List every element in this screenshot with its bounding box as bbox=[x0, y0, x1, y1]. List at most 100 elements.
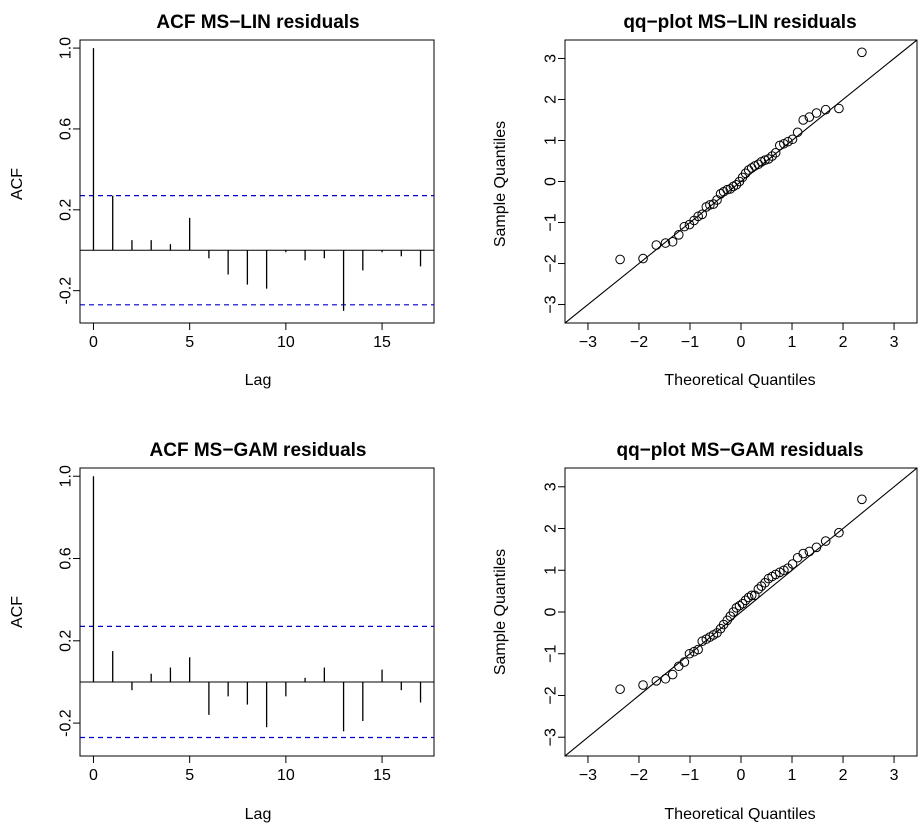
y-tick-label: -0.2 bbox=[58, 709, 75, 737]
x-tick-label: 10 bbox=[277, 767, 295, 784]
qq-point bbox=[798, 115, 809, 125]
qq-ms-lin-panel: qq−plot MS−LIN residuals Theoretical Qua… bbox=[492, 12, 918, 389]
y-tick-label: −1 bbox=[543, 213, 560, 231]
x-tick-label: 15 bbox=[373, 767, 391, 784]
qq-point bbox=[638, 680, 648, 690]
y-axis: -0.2 0.2 0.6 1.0 bbox=[58, 37, 81, 305]
y-tick-label: 1.0 bbox=[58, 465, 75, 487]
x-tick-label: −1 bbox=[681, 334, 699, 351]
qq-point bbox=[740, 595, 751, 606]
chart-title: qq−plot MS−LIN residuals bbox=[623, 12, 856, 33]
x-tick-label: −3 bbox=[579, 767, 597, 784]
x-tick-label: 1 bbox=[788, 767, 797, 784]
plot-frame bbox=[79, 467, 435, 757]
x-tick-label: 0 bbox=[89, 334, 98, 351]
qq-point bbox=[673, 230, 684, 240]
qq-point bbox=[787, 559, 798, 569]
qq-point bbox=[820, 104, 831, 115]
x-tick-label: 0 bbox=[737, 334, 746, 351]
x-axis-label: Theoretical Quantiles bbox=[664, 806, 815, 823]
y-axis: −3 −2 −1 0 1 2 3 bbox=[543, 482, 566, 746]
acf-bars bbox=[80, 48, 434, 311]
y-tick-label: 0.2 bbox=[58, 199, 75, 221]
y-tick-label: −3 bbox=[543, 728, 560, 746]
qq-point bbox=[743, 592, 754, 603]
x-axis: −3 −2 −1 0 1 2 3 bbox=[579, 755, 899, 784]
qq-point bbox=[693, 644, 703, 655]
qq-point bbox=[763, 154, 774, 164]
x-tick-label: 5 bbox=[185, 767, 194, 784]
qq-point bbox=[811, 542, 822, 553]
x-axis-label: Lag bbox=[245, 806, 272, 823]
qq-point bbox=[798, 548, 809, 559]
y-tick-label: 2 bbox=[543, 524, 560, 533]
qq-point bbox=[770, 147, 781, 158]
qq-point bbox=[697, 209, 708, 220]
y-tick-label: −2 bbox=[543, 254, 560, 272]
qq-point bbox=[804, 112, 815, 122]
qq-point bbox=[705, 200, 715, 210]
x-tick-label: −2 bbox=[630, 334, 648, 351]
y-tick-label: 2 bbox=[543, 95, 560, 104]
qq-point bbox=[667, 236, 678, 247]
qq-point bbox=[820, 536, 831, 546]
y-tick-label: 0.6 bbox=[58, 118, 75, 140]
y-tick-label: 3 bbox=[543, 482, 560, 491]
qq-point bbox=[667, 669, 678, 680]
x-axis: 0 5 10 15 bbox=[89, 322, 391, 351]
y-axis: -0.2 0.2 0.6 1.0 bbox=[58, 465, 81, 737]
qq-points bbox=[565, 468, 917, 756]
qq-point bbox=[740, 168, 751, 179]
qq-point bbox=[679, 657, 690, 667]
x-axis: 0 5 10 15 bbox=[89, 755, 391, 784]
y-tick-label: 0.2 bbox=[58, 630, 75, 652]
x-tick-label: 0 bbox=[737, 767, 746, 784]
qq-point bbox=[684, 648, 695, 659]
qq-point bbox=[615, 684, 625, 695]
qq-point bbox=[753, 584, 764, 594]
x-tick-label: 10 bbox=[277, 334, 295, 351]
qq-point bbox=[638, 253, 648, 264]
y-tick-label: 0 bbox=[543, 177, 560, 186]
qq-point bbox=[792, 127, 803, 138]
qq-point bbox=[787, 134, 798, 145]
qq-point bbox=[746, 163, 757, 173]
y-tick-label: -0.2 bbox=[58, 277, 75, 305]
x-axis-label: Theoretical Quantiles bbox=[664, 372, 815, 389]
x-tick-label: 0 bbox=[89, 767, 98, 784]
x-tick-label: −2 bbox=[630, 767, 648, 784]
y-tick-label: −3 bbox=[543, 295, 560, 313]
acf-ms-lin-panel: ACF MS−LIN residuals Lag ACF 0 5 10 15 -0.2… bbox=[9, 12, 435, 389]
y-tick-label: 1.0 bbox=[58, 37, 75, 59]
qq-point bbox=[792, 552, 803, 563]
qq-reference-line bbox=[565, 468, 917, 756]
x-tick-label: 3 bbox=[890, 767, 899, 784]
acf-bars bbox=[80, 476, 434, 739]
x-tick-label: 5 bbox=[185, 334, 194, 351]
x-tick-label: −3 bbox=[579, 334, 597, 351]
qq-point bbox=[734, 600, 745, 611]
x-tick-label: 3 bbox=[890, 334, 899, 351]
y-axis-label: ACF bbox=[9, 168, 26, 200]
y-tick-label: 0 bbox=[543, 607, 560, 616]
qq-point bbox=[783, 136, 793, 147]
x-axis: −3 −2 −1 0 1 2 3 bbox=[579, 322, 899, 351]
qq-point bbox=[767, 151, 777, 161]
qq-point bbox=[660, 238, 671, 248]
acf-ms-gam-panel: ACF MS−GAM residuals Lag ACF 0 5 10 15 -0.2… bbox=[9, 440, 435, 823]
qq-point bbox=[834, 103, 844, 114]
y-axis-label: Sample Quantiles bbox=[492, 121, 509, 247]
y-axis-label: ACF bbox=[9, 596, 26, 628]
qq-point bbox=[746, 590, 757, 601]
qq-point bbox=[811, 108, 822, 118]
qq-ms-gam-panel: qq−plot MS−GAM residuals Theoretical Qua… bbox=[492, 440, 918, 823]
qq-point bbox=[857, 47, 867, 58]
x-tick-label: 2 bbox=[839, 767, 848, 784]
x-tick-label: 15 bbox=[373, 334, 391, 351]
qq-point bbox=[615, 254, 625, 265]
qq-point bbox=[660, 673, 671, 684]
y-tick-label: 0.6 bbox=[58, 547, 75, 569]
y-tick-label: 1 bbox=[543, 566, 560, 575]
y-tick-label: 1 bbox=[543, 136, 560, 145]
